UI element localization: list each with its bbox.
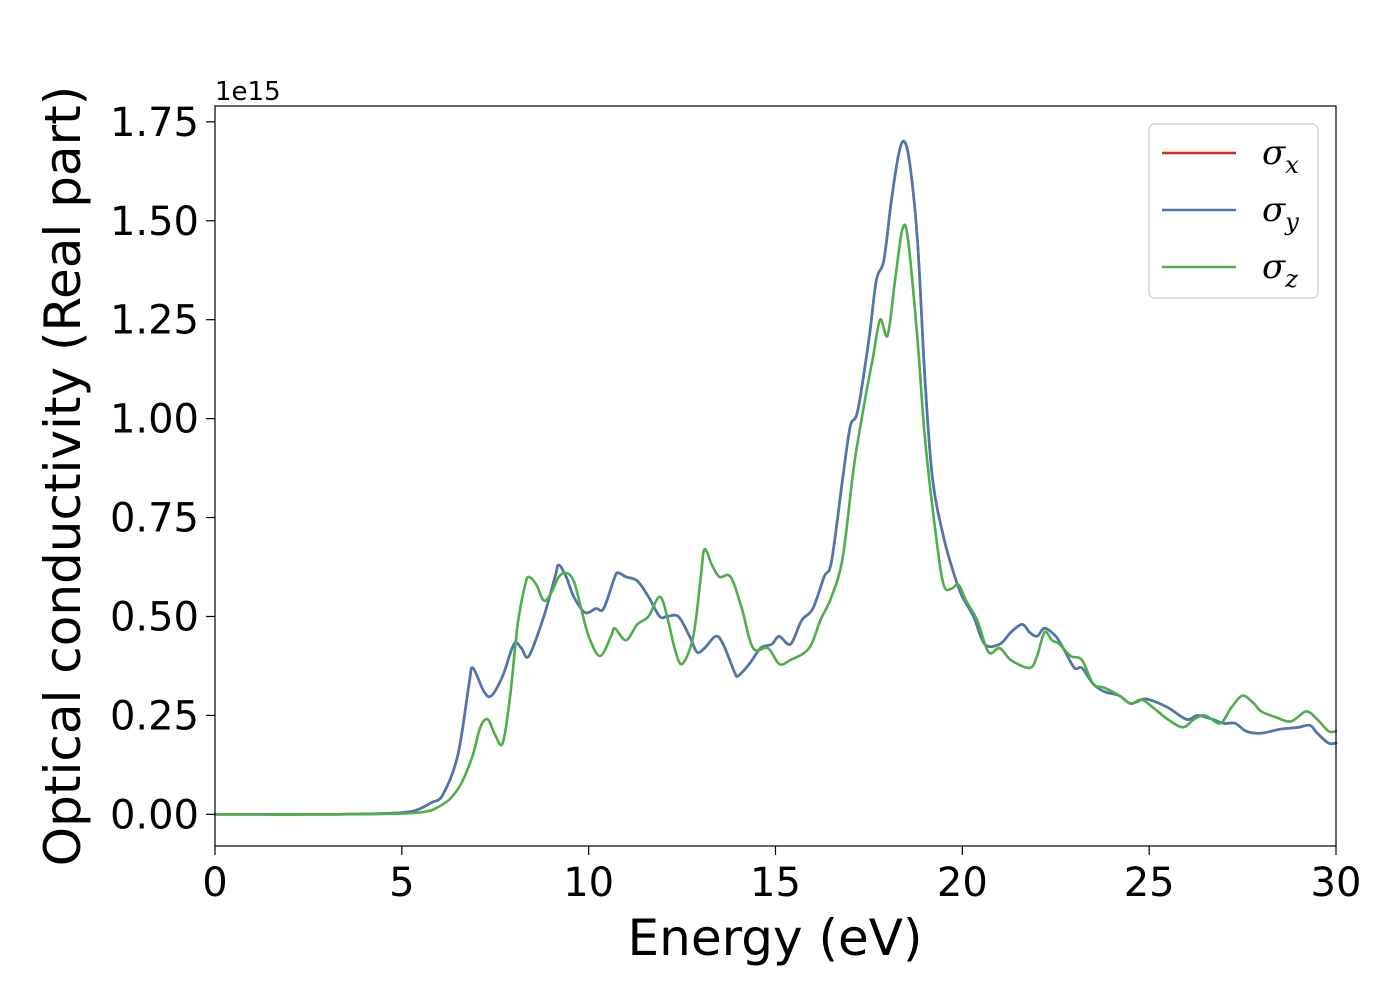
x-tick-label: 15 <box>750 860 801 906</box>
y-tick-label: 1.75 <box>110 100 199 146</box>
y-tick-label: 1.50 <box>110 199 199 245</box>
x-tick-label: 0 <box>202 860 227 906</box>
x-tick-label: 10 <box>563 860 614 906</box>
x-axis-title: Energy (eV) <box>628 909 923 967</box>
ticks-layer: 0 5 10 15 20 25 30 0.00 0.25 0.50 0.75 1.00 1.25 1.50… <box>110 100 1362 906</box>
legend-symbol: σ <box>1262 190 1286 230</box>
legend-symbol: σ <box>1262 247 1286 287</box>
legend-subscript: z <box>1284 265 1298 293</box>
legend-label-sigma-x: σx <box>1262 133 1299 179</box>
y-tick-label: 0.00 <box>110 792 199 838</box>
x-tick-label: 25 <box>1124 860 1175 906</box>
y-offset-label: 1e15 <box>215 77 281 107</box>
x-tick-label: 5 <box>389 860 414 906</box>
legend-subscript: y <box>1284 208 1299 236</box>
legend-subscript: x <box>1285 151 1299 179</box>
y-tick-label: 1.25 <box>110 298 199 344</box>
y-tick-label: 0.50 <box>110 594 199 640</box>
series-layer <box>213 139 1338 816</box>
x-tick-label: 20 <box>937 860 988 906</box>
x-tick-label: 30 <box>1311 860 1362 906</box>
y-tick-label: 0.25 <box>110 693 199 739</box>
y-tick-label: 1.00 <box>110 397 199 443</box>
y-tick-label: 0.75 <box>110 496 199 542</box>
legend-label-sigma-y: σy <box>1262 190 1299 236</box>
legend-symbol: σ <box>1262 133 1286 173</box>
legend-label-sigma-z: σz <box>1262 247 1298 293</box>
y-axis-title: Optical conductivity (Real part) <box>34 86 92 867</box>
series-line-sigma-z <box>213 223 1338 816</box>
